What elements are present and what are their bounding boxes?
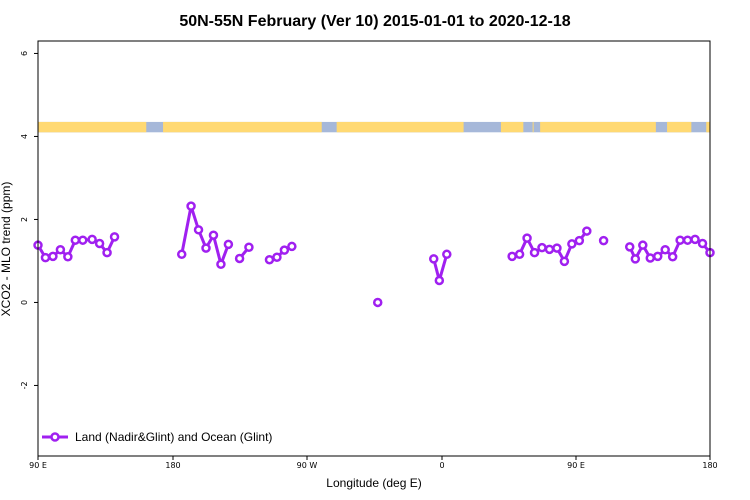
data-point-2 xyxy=(48,251,58,262)
data-point-27 xyxy=(442,249,452,260)
x-axis-label: Longitude (deg E) xyxy=(326,476,421,490)
data-point-29 xyxy=(514,249,525,260)
y-axis-label: XCO2 - MLO trend (ppm) xyxy=(0,182,13,317)
data-point-41 xyxy=(630,254,641,264)
land-strip-segment-3 xyxy=(500,121,524,133)
data-point-5 xyxy=(70,235,81,245)
x-tick-label-5: 180 xyxy=(702,461,717,470)
series-line-segment-1 xyxy=(180,204,230,266)
y-tick-label-3: 4 xyxy=(20,134,29,139)
data-point-47 xyxy=(675,235,685,245)
data-point-9 xyxy=(102,247,112,258)
y-tick-label-1: 0 xyxy=(20,300,29,305)
data-point-7 xyxy=(87,234,97,245)
data-point-44 xyxy=(652,251,663,262)
data-point-15 xyxy=(208,230,219,240)
data-point-49 xyxy=(690,234,700,245)
x-tick-label-2: 90 W xyxy=(297,461,318,470)
data-point-24 xyxy=(372,297,383,308)
y-tick-label-2: 2 xyxy=(20,217,29,222)
data-point-39 xyxy=(598,235,609,246)
data-point-25 xyxy=(428,254,439,264)
data-point-6 xyxy=(78,235,88,245)
data-point-38 xyxy=(582,226,592,236)
data-point-14 xyxy=(201,243,211,253)
data-point-46 xyxy=(667,252,678,262)
data-point-18 xyxy=(234,253,245,264)
data-point-26 xyxy=(434,275,445,286)
data-point-30 xyxy=(522,233,532,243)
data-point-34 xyxy=(552,243,562,253)
data-point-35 xyxy=(559,256,570,267)
data-point-19 xyxy=(244,242,254,253)
data-point-11 xyxy=(176,249,187,260)
data-point-23 xyxy=(287,241,297,252)
ticks-group: 90 E 180 90 W 0 90 E 180 -2 0 2 4 6 xyxy=(20,51,718,470)
y-tick-label-0: -2 xyxy=(20,381,29,389)
data-point-10 xyxy=(109,232,120,242)
land-strip-segment-4 xyxy=(532,121,534,133)
land-strip-segment-1 xyxy=(163,121,322,133)
data-point-3 xyxy=(55,244,66,255)
y-tick-label-4: 6 xyxy=(20,51,29,56)
land-strip-segment-0 xyxy=(38,121,147,133)
legend-label: Land (Nadir&Glint) and Ocean (Glint) xyxy=(75,430,272,444)
data-point-21 xyxy=(272,252,282,262)
legend-marker-sample xyxy=(50,432,60,442)
data-point-32 xyxy=(537,242,547,253)
x-tick-label-0: 90 E xyxy=(29,461,47,470)
data-point-40 xyxy=(624,242,635,252)
data-point-17 xyxy=(223,239,234,250)
chart-title: 50N-55N February (Ver 10) 2015-01-01 to … xyxy=(179,13,570,30)
series-0 xyxy=(33,201,715,308)
data-point-4 xyxy=(63,252,73,262)
legend: Land (Nadir&Glint) and Ocean (Glint) xyxy=(42,430,272,444)
data-point-31 xyxy=(529,247,540,258)
data-point-22 xyxy=(279,245,290,255)
land-strip-segment-5 xyxy=(540,121,656,133)
data-point-20 xyxy=(264,254,275,265)
data-point-8 xyxy=(94,238,105,249)
data-point-45 xyxy=(660,244,670,255)
land-strip-segment-6 xyxy=(667,121,692,133)
data-point-42 xyxy=(638,240,648,250)
data-point-12 xyxy=(186,201,196,211)
data-point-50 xyxy=(697,238,708,249)
data-point-36 xyxy=(567,239,577,249)
data-point-37 xyxy=(574,235,585,246)
data-point-16 xyxy=(216,259,226,270)
land-strip-segment-2 xyxy=(336,121,464,133)
data-point-1 xyxy=(40,252,51,263)
x-tick-label-4: 90 E xyxy=(567,461,585,470)
data-point-13 xyxy=(193,225,204,235)
data-point-48 xyxy=(682,235,693,245)
plot-frame xyxy=(37,40,711,457)
data-point-33 xyxy=(544,244,555,255)
land-strip-segment-7 xyxy=(706,121,710,133)
data-point-43 xyxy=(645,253,656,263)
x-tick-label-3: 0 xyxy=(439,461,444,470)
data-point-28 xyxy=(507,251,517,262)
x-tick-label-1: 180 xyxy=(165,461,180,470)
